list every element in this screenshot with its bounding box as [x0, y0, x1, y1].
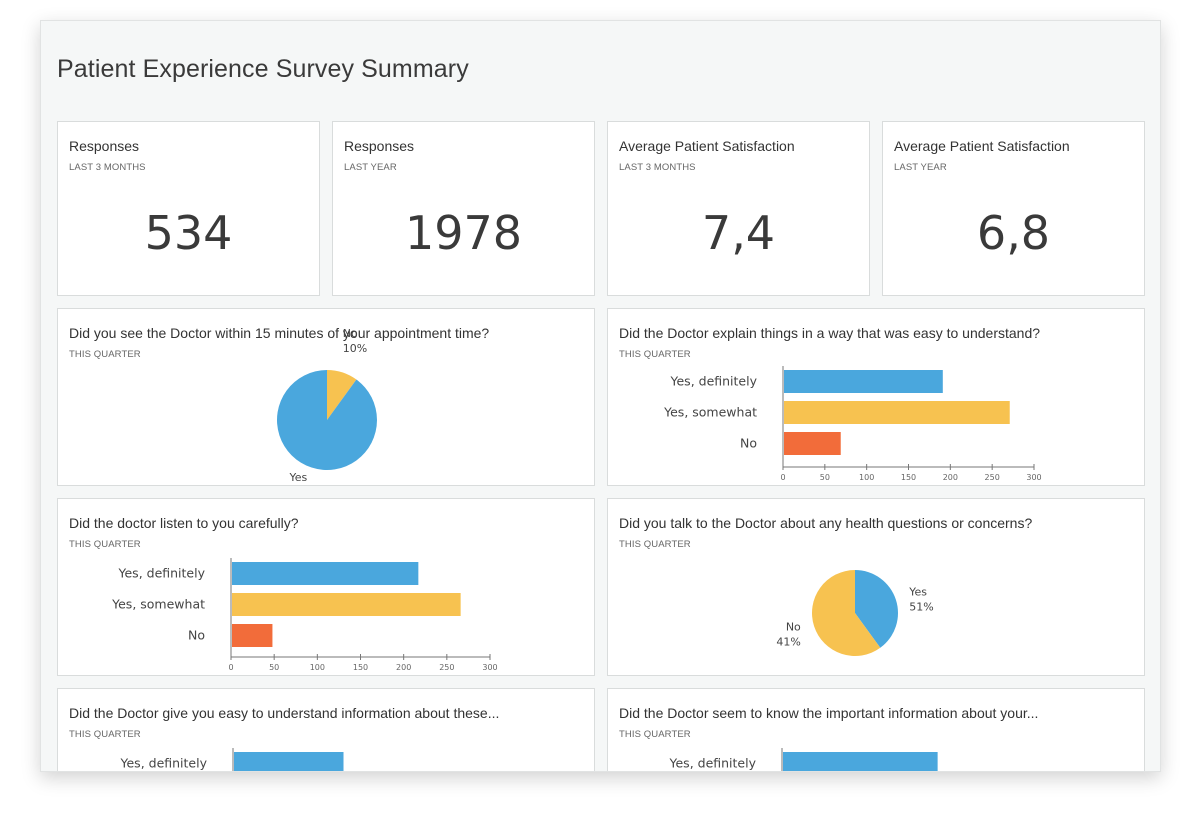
- chart-title: Did you see the Doctor within 15 minutes…: [69, 325, 490, 341]
- kpi-card-responses-year[interactable]: Responses LAST YEAR 1978: [332, 121, 595, 296]
- pie-slice-no[interactable]: [812, 570, 881, 656]
- chart-subtitle: THIS QUARTER: [619, 729, 691, 740]
- bar-chart: Yes, definitely: [120, 748, 344, 772]
- chart-title: Did the Doctor explain things in a way t…: [619, 325, 1041, 341]
- kpi-title: Responses: [344, 138, 415, 154]
- kpi-card-satisfaction-3m[interactable]: Average Patient Satisfaction LAST 3 MONT…: [607, 121, 870, 296]
- x-tick-label: 100: [310, 663, 325, 672]
- kpi-period: LAST 3 MONTHS: [69, 162, 146, 173]
- category-label: Yes, definitely: [118, 566, 206, 581]
- page-title: Patient Experience Survey Summary: [57, 55, 469, 83]
- kpi-value: 7,4: [701, 206, 776, 260]
- chart-title: Did you talk to the Doctor about any hea…: [619, 515, 1033, 531]
- kpi-period: LAST 3 MONTHS: [619, 162, 696, 173]
- kpi-title: Average Patient Satisfaction: [619, 138, 795, 154]
- x-tick-label: 200: [396, 663, 411, 672]
- x-tick-label: 250: [985, 473, 1000, 482]
- pie-label: Yes: [908, 585, 927, 598]
- bar-yes-definitely[interactable]: [234, 752, 344, 772]
- x-tick-label: 50: [269, 663, 279, 672]
- chart-title: Did the Doctor seem to know the importan…: [619, 705, 1039, 721]
- bar-yes-somewhat[interactable]: [232, 593, 461, 616]
- x-tick-label: 300: [1026, 473, 1041, 482]
- chart-card-explain[interactable]: Did the Doctor explain things in a way t…: [607, 308, 1145, 486]
- category-label: Yes, somewhat: [111, 597, 205, 612]
- bar-yes-definitely[interactable]: [784, 370, 943, 393]
- chart-subtitle: THIS QUARTER: [69, 729, 141, 740]
- pie-label: No: [786, 621, 801, 634]
- chart-card-information[interactable]: Did the Doctor give you easy to understa…: [57, 688, 595, 772]
- pie-slice-yes[interactable]: [855, 570, 898, 648]
- category-label: Yes, definitely: [120, 756, 208, 771]
- kpi-period: LAST YEAR: [344, 162, 397, 173]
- chart-card-wait-time[interactable]: Did you see the Doctor within 15 minutes…: [57, 308, 595, 487]
- x-tick-label: 0: [780, 473, 785, 482]
- x-tick-label: 50: [820, 473, 830, 482]
- x-tick-label: 150: [353, 663, 368, 672]
- chart-title: Did the Doctor give you easy to understa…: [69, 705, 500, 721]
- x-tick-label: 200: [943, 473, 958, 482]
- pie-value-label: 51%: [909, 600, 933, 613]
- pie-value-label: 90%: [283, 486, 307, 487]
- category-label: No: [740, 436, 757, 451]
- category-label: Yes, definitely: [669, 756, 757, 771]
- bar-yes-somewhat[interactable]: [784, 401, 1010, 424]
- x-tick-label: 100: [859, 473, 874, 482]
- bar-yes-definitely[interactable]: [783, 752, 938, 772]
- chart-title: Did the doctor listen to you carefully?: [69, 515, 299, 531]
- chart-subtitle: THIS QUARTER: [619, 349, 691, 360]
- chart-card-health-questions[interactable]: Did you talk to the Doctor about any hea…: [607, 498, 1145, 676]
- kpi-title: Responses: [69, 138, 140, 154]
- category-label: No: [188, 628, 205, 643]
- category-label: Yes, definitely: [670, 374, 758, 389]
- pie-value-label: 10%: [343, 342, 367, 355]
- pie-chart: No 10% Yes 90%: [277, 327, 377, 487]
- pie-slice-no[interactable]: [327, 370, 357, 420]
- pie-slice-yes[interactable]: [277, 370, 377, 470]
- chart-card-listen[interactable]: Did the doctor listen to you carefully? …: [57, 498, 595, 676]
- bar-chart: Yes, definitely Yes, somewhat No 0 50 100 150 2…: [663, 366, 1042, 482]
- x-tick-label: 0: [228, 663, 233, 672]
- kpi-value: 534: [144, 206, 233, 260]
- pie-label: Yes: [288, 471, 307, 484]
- kpi-value: 6,8: [976, 206, 1051, 260]
- chart-subtitle: THIS QUARTER: [69, 539, 141, 550]
- chart-card-important-info[interactable]: Did the Doctor seem to know the importan…: [607, 688, 1145, 772]
- kpi-card-responses-3m[interactable]: Responses LAST 3 MONTHS 534: [57, 121, 320, 296]
- kpi-period: LAST YEAR: [894, 162, 947, 173]
- kpi-card-satisfaction-year[interactable]: Average Patient Satisfaction LAST YEAR 6…: [882, 121, 1145, 296]
- x-tick-label: 250: [439, 663, 454, 672]
- pie-chart: Yes 51% No 41%: [776, 570, 934, 656]
- kpi-value: 1978: [404, 206, 523, 260]
- bar-chart: Yes, definitely: [669, 748, 938, 772]
- pie-value-label: 41%: [776, 636, 800, 649]
- chart-subtitle: THIS QUARTER: [619, 539, 691, 550]
- dashboard-window: Patient Experience Survey Summary Respon…: [40, 20, 1161, 772]
- category-label: Yes, somewhat: [663, 405, 757, 420]
- x-tick-label: 150: [901, 473, 916, 482]
- pie-label: No: [343, 327, 358, 340]
- bar-yes-definitely[interactable]: [232, 562, 419, 585]
- x-tick-label: 300: [482, 663, 497, 672]
- bar-no[interactable]: [784, 432, 841, 455]
- bar-chart: Yes, definitely Yes, somewhat No 0 50 100 150 2…: [111, 558, 498, 672]
- chart-subtitle: THIS QUARTER: [69, 349, 141, 360]
- kpi-title: Average Patient Satisfaction: [894, 138, 1070, 154]
- bar-no[interactable]: [232, 624, 273, 647]
